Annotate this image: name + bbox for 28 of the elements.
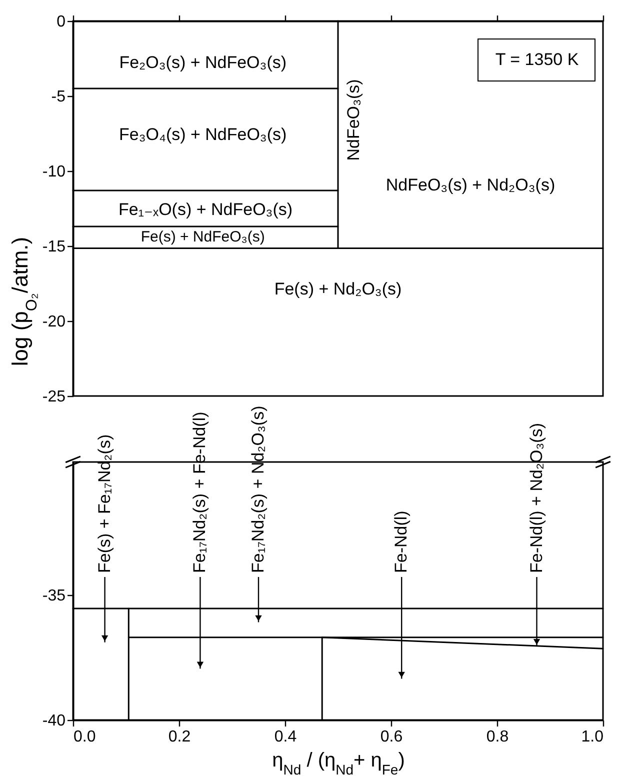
x-tick-label: 0.2 (168, 728, 191, 746)
y-tick-label: -35 (42, 587, 66, 604)
x-tick-label: 0.4 (274, 728, 297, 746)
y-tick-label: -40 (42, 712, 66, 730)
annotation: Fe₃O₄(s) + NdFeO₃(s) (119, 125, 287, 144)
annotation: Fe₂O₃(s) + NdFeO₃(s) (119, 53, 287, 72)
annotation: Fe(s) + Nd₂O₃(s) (274, 280, 402, 298)
annotation: Fe₁₋ₓO(s) + NdFeO₃(s) (118, 200, 293, 219)
x-axis-title: η$_{Nd}$ / (η$_{Nd}$+ η$_{Fe}$) (272, 750, 405, 778)
y-tick-label: -5 (51, 88, 66, 106)
annotation: Fe₁₇Nd₂(s) + Nd₂O₃(s) (248, 406, 268, 573)
y-tick-label: 0 (56, 14, 66, 30)
annotation: Fe-Nd(l) (392, 510, 411, 573)
annotation: Fe₁₇Nd₂(s) + Fe-Nd(l) (190, 412, 210, 573)
x-tick-label: 0.6 (380, 728, 403, 746)
annotation: Fe(s) + Fe₁₇Nd₂(s) (94, 434, 114, 573)
annotation: NdFeO₃(s) (344, 79, 363, 161)
x-tick-label: 0.8 (486, 728, 509, 746)
annotation: Fe(s) + NdFeO₃(s) (140, 228, 265, 246)
annotation: NdFeO₃(s) + Nd₂O₃(s) (386, 176, 556, 195)
y-tick-label: -25 (42, 388, 66, 406)
y-tick-label: -10 (42, 164, 66, 180)
x-tick-label: 0.0 (74, 728, 96, 746)
y-tick-label: -15 (42, 238, 66, 256)
y-tick-label: -20 (42, 314, 66, 330)
x-tick-label: 1.0 (581, 728, 604, 746)
annotation: T = 1350 K (495, 50, 580, 69)
annotation: Fe-Nd(l) + Nd₂O₃(s) (526, 422, 546, 573)
